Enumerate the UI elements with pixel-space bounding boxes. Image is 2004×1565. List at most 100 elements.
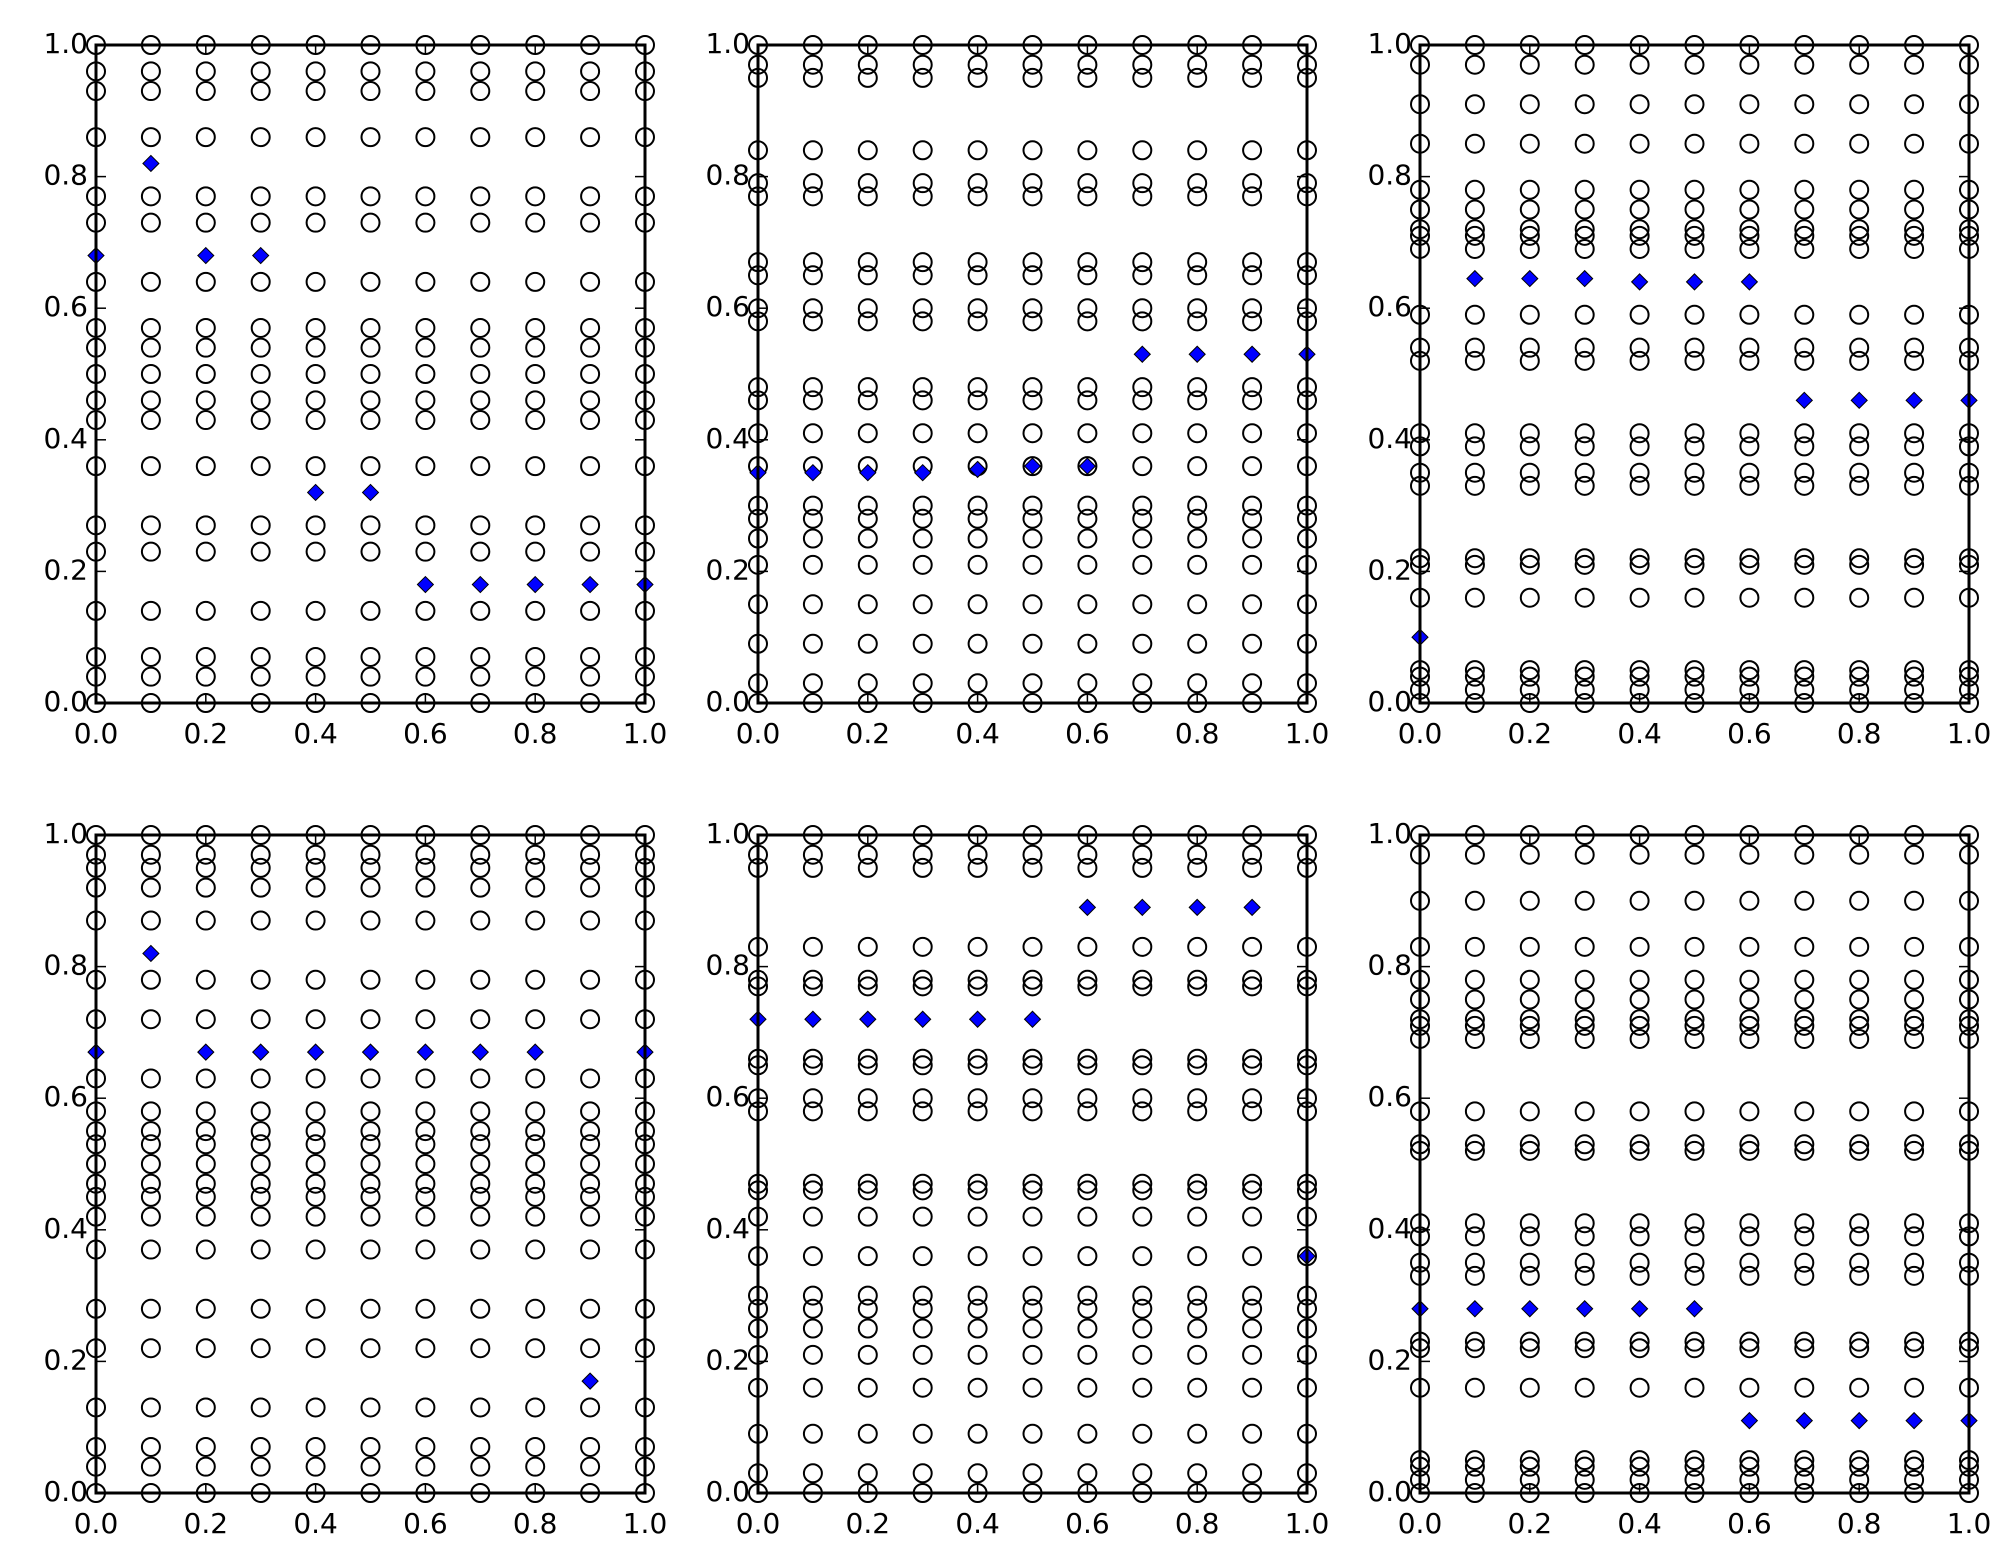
circle-point	[1242, 1318, 1263, 1339]
circle-point	[250, 1206, 271, 1227]
circle-point	[1904, 199, 1925, 220]
circle-point	[1519, 304, 1540, 325]
circle-point	[360, 212, 381, 233]
circle-point	[1739, 304, 1760, 325]
circle-point	[305, 600, 326, 621]
circle-point	[1904, 1015, 1925, 1036]
circle-point	[1629, 304, 1650, 325]
circle-point	[1684, 587, 1705, 608]
circle-point	[1022, 936, 1043, 957]
circle-point	[1904, 133, 1925, 154]
circle-point	[1629, 890, 1650, 911]
circle-point	[305, 212, 326, 233]
circle-point	[1242, 67, 1263, 88]
circle-point	[415, 186, 436, 207]
circle-point	[305, 410, 326, 431]
y-tick-label: 0.8	[1367, 159, 1412, 192]
circle-point	[1904, 1338, 1925, 1359]
circle-point	[1242, 1463, 1263, 1484]
diamond-point	[1188, 898, 1206, 917]
circle-point	[415, 1134, 436, 1155]
circle-point	[415, 1121, 436, 1142]
circle-point	[857, 1298, 878, 1319]
circle-point	[1187, 186, 1208, 207]
circle-point	[305, 337, 326, 358]
circle-point	[1794, 225, 1815, 246]
circle-point	[470, 1134, 491, 1155]
circle-point	[1849, 548, 1870, 569]
circle-point	[580, 317, 601, 338]
circle-point	[470, 1009, 491, 1030]
circle-point	[1574, 462, 1595, 483]
circle-point	[250, 1186, 271, 1207]
circle-point	[415, 1068, 436, 1089]
circle-point	[470, 1121, 491, 1142]
circle-point	[1629, 1338, 1650, 1359]
circle-point	[1022, 1173, 1043, 1194]
circle-point	[1684, 133, 1705, 154]
circle-point	[250, 61, 271, 82]
x-tick-label: 0.0	[74, 1507, 119, 1540]
circle-point	[1904, 462, 1925, 483]
circle-point	[1187, 1206, 1208, 1227]
circle-point	[1849, 1226, 1870, 1247]
circle-point	[1077, 423, 1098, 444]
circle-point	[1187, 423, 1208, 444]
circle-point	[1022, 1055, 1043, 1076]
diamond-point	[526, 575, 544, 594]
circle-point	[1464, 1009, 1485, 1030]
circle-point	[1464, 666, 1485, 687]
circle-point	[1519, 587, 1540, 608]
circle-point	[360, 1134, 381, 1155]
circle-point	[525, 1436, 546, 1457]
circle-point	[1519, 350, 1540, 371]
circle-point	[1132, 976, 1153, 997]
circle-point	[912, 1246, 933, 1267]
circle-point	[1574, 554, 1595, 575]
circle-point	[580, 1239, 601, 1260]
circle-point	[1629, 1213, 1650, 1234]
circle-point	[1684, 1469, 1705, 1490]
circle-point	[802, 67, 823, 88]
circle-point	[1904, 1028, 1925, 1049]
circle-point	[802, 976, 823, 997]
circle-point	[1132, 1173, 1153, 1194]
circle-point	[525, 1009, 546, 1030]
circle-point	[1849, 1377, 1870, 1398]
circle-point	[1629, 1101, 1650, 1122]
circle-point	[525, 1101, 546, 1122]
circle-point	[250, 857, 271, 878]
circle-point	[470, 271, 491, 292]
circle-point	[1629, 660, 1650, 681]
circle-point	[1132, 265, 1153, 286]
x-tick-label: 0.2	[1508, 717, 1553, 750]
x-tick-label: 0.6	[1727, 717, 1772, 750]
circle-point	[1464, 1377, 1485, 1398]
circle-point	[140, 81, 161, 102]
circle-point	[1904, 1009, 1925, 1030]
circle-point	[1519, 475, 1540, 496]
circle-point	[1187, 1055, 1208, 1076]
circle-point	[580, 1397, 601, 1418]
circle-point	[1849, 1331, 1870, 1352]
circle-point	[1794, 969, 1815, 990]
circle-point	[1629, 199, 1650, 220]
diamond-point	[968, 460, 987, 479]
circle-point	[912, 252, 933, 273]
circle-point	[1574, 1377, 1595, 1398]
circle-point	[195, 212, 216, 233]
circle-point	[580, 646, 601, 667]
circle-point	[1794, 350, 1815, 371]
circle-point	[1904, 666, 1925, 687]
circle-point	[195, 81, 216, 102]
circle-point	[1684, 54, 1705, 75]
circle-point	[580, 81, 601, 102]
circle-point	[1519, 238, 1540, 259]
circle-point	[1022, 495, 1043, 516]
circle-point	[470, 81, 491, 102]
circle-point	[802, 265, 823, 286]
axes-frame	[94, 833, 647, 1495]
circle-point	[857, 508, 878, 529]
axes-frame	[94, 43, 647, 705]
circle-point	[857, 54, 878, 75]
